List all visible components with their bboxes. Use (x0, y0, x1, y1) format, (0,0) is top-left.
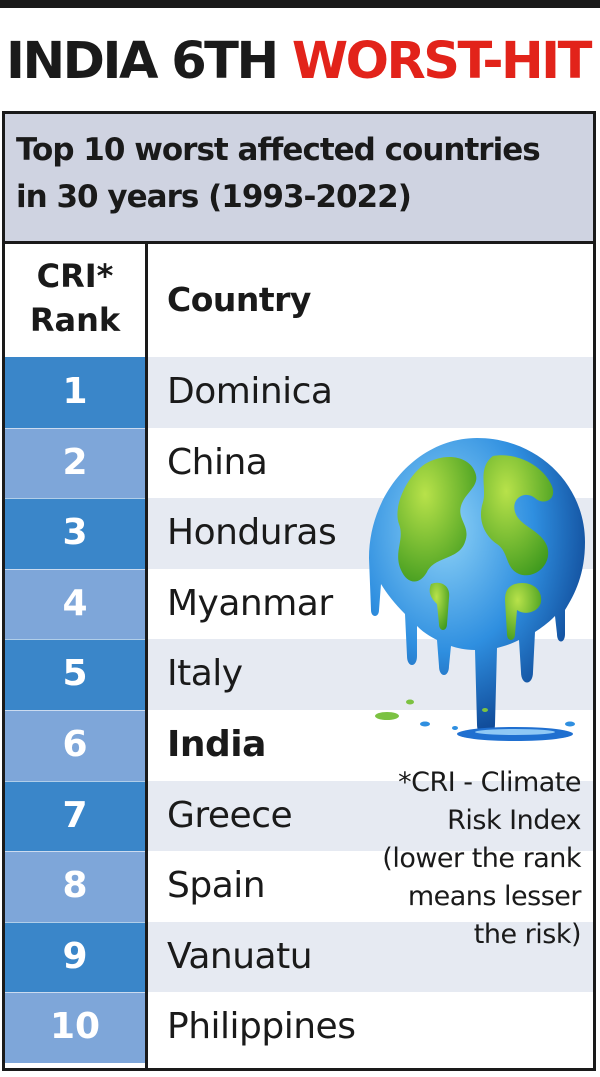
subheading-box: Top 10 worst affected countries in 30 ye… (5, 114, 593, 244)
row-separator (5, 427, 145, 429)
footnote-line: *CRI - Climate (398, 767, 581, 798)
rank-cell: 6 (5, 710, 145, 781)
country-cell: Italy (148, 639, 593, 710)
country-name: Myanmar (167, 582, 333, 624)
row-separator (5, 639, 145, 641)
rank-cell: 10 (5, 992, 145, 1063)
rank-cell: 2 (5, 427, 145, 499)
rank-cell: 4 (5, 568, 145, 640)
country-cell: Vanuatu (148, 921, 593, 993)
subheading-line1: Top 10 worst affected countries (16, 132, 541, 168)
row-separator (5, 568, 145, 570)
country-name: Spain (167, 865, 266, 907)
row-separator (5, 851, 145, 853)
rank-header-line1: CRI* (36, 257, 114, 295)
footnote-line: Risk Index (447, 805, 581, 836)
footnote: *CRI - Climate Risk Index (lower the ran… (341, 764, 581, 954)
country-cell: Greece (148, 780, 593, 852)
country-cell: Philippines (148, 992, 593, 1063)
table-row: Vanuatu 9 (5, 921, 593, 993)
country-name: Honduras (167, 512, 337, 554)
row-separator (5, 780, 145, 782)
row-separator (5, 498, 145, 500)
table-frame: Top 10 worst affected countries in 30 ye… (2, 111, 596, 1071)
melting-globe-icon (369, 438, 585, 741)
table-row: Dominica 1 (5, 357, 593, 428)
headline-part1: INDIA 6TH (6, 32, 279, 91)
footnote-line: means lesser (407, 881, 582, 912)
rank-cell: 8 (5, 851, 145, 922)
country-name: Philippines (167, 1006, 356, 1048)
table-row: India 6 (5, 710, 593, 781)
rank-cell: 1 (5, 357, 145, 428)
country-cell: Dominica (148, 357, 593, 428)
headline-part2: WORST-HIT (291, 32, 593, 91)
country-name: China (167, 441, 268, 483)
country-name-highlight: India (167, 724, 266, 765)
headline: INDIA 6TH WORST-HIT (6, 22, 596, 102)
rank-cell: 3 (5, 498, 145, 569)
country-cell: Spain (148, 851, 593, 922)
row-separator (5, 921, 145, 923)
column-divider (145, 244, 148, 1068)
country-name: Italy (167, 653, 243, 695)
country-cell: India (148, 710, 593, 781)
rank-cell: 7 (5, 780, 145, 852)
row-separator (5, 710, 145, 711)
rank-header-line2: Rank (29, 301, 121, 339)
country-name: Dominica (167, 371, 333, 412)
top-rule (0, 0, 600, 8)
rank-cell: 9 (5, 921, 145, 993)
table-row: Greece 7 (5, 780, 593, 852)
country-name: Greece (167, 794, 293, 836)
rank-column-header: CRI* Rank (5, 244, 145, 357)
country-column-header: Country (167, 280, 311, 319)
table-row: Spain 8 (5, 851, 593, 922)
table-row: Italy 5 (5, 639, 593, 710)
footnote-line: the risk) (473, 919, 582, 950)
footnote-line: (lower the rank (382, 843, 581, 874)
country-name: Vanuatu (167, 935, 313, 977)
rank-cell: 5 (5, 639, 145, 710)
table-row: Philippines 10 (5, 992, 593, 1063)
row-separator (5, 992, 145, 994)
subheading-line2: in 30 years (1993-2022) (16, 179, 412, 215)
